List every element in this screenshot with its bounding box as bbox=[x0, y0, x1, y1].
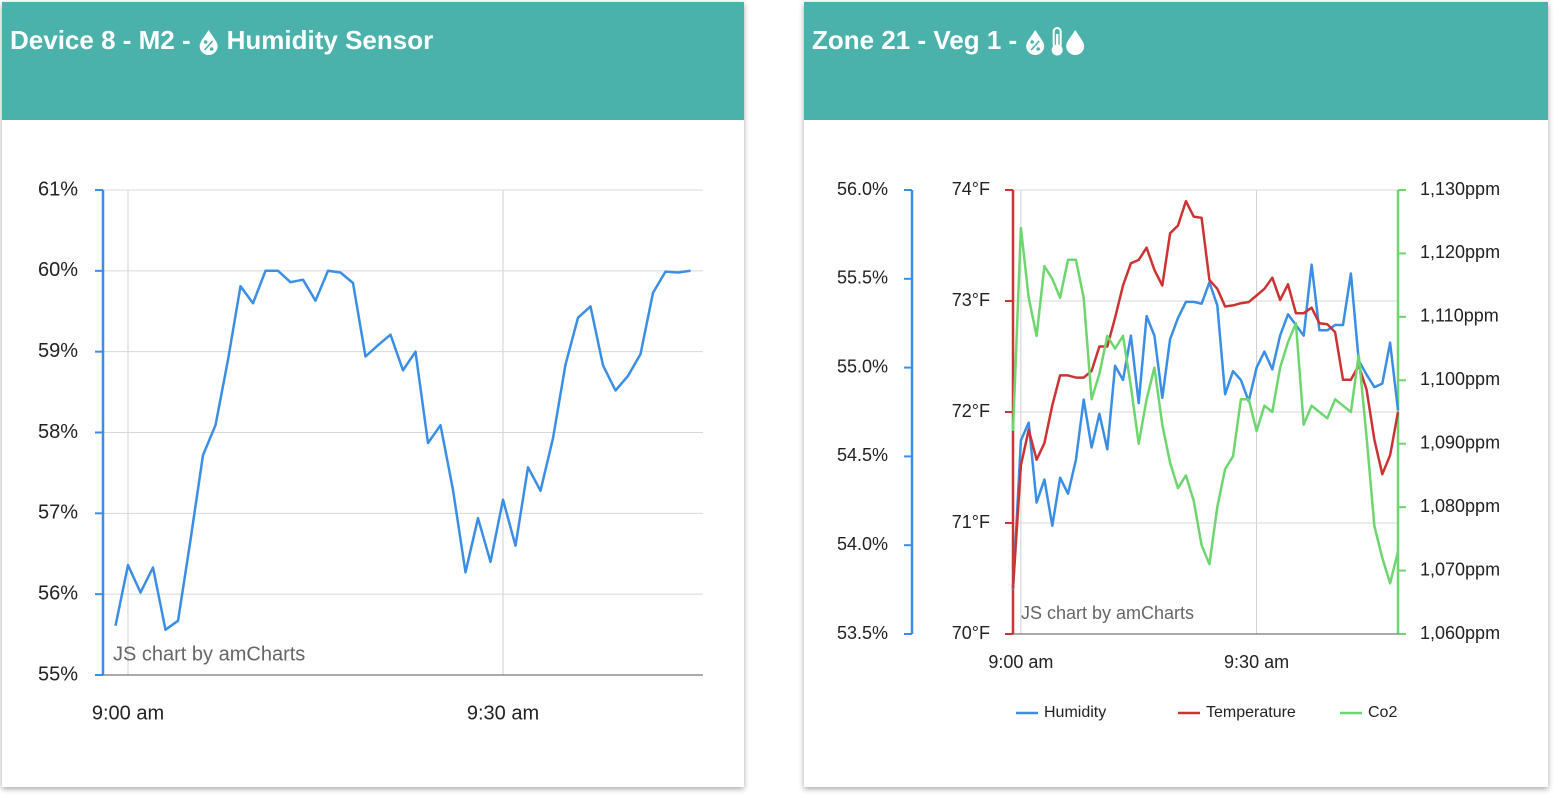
y-tick-label: 73°F bbox=[952, 290, 990, 310]
y-tick-label: 55.5% bbox=[837, 268, 888, 288]
y-tick-label: 53.5% bbox=[837, 623, 888, 643]
card-title: Zone 21 - Veg 1 - bbox=[812, 25, 1017, 55]
card-title: Humidity Sensor bbox=[227, 25, 434, 55]
icon-part bbox=[203, 40, 208, 44]
y-tick-label: 58% bbox=[38, 421, 78, 443]
y-tick-label: 1,080ppm bbox=[1420, 496, 1500, 516]
card bbox=[2, 2, 744, 787]
card bbox=[804, 2, 1548, 787]
legend-label: Temperature bbox=[1206, 704, 1296, 721]
series-line bbox=[114, 269, 691, 631]
series-line bbox=[1011, 263, 1400, 590]
icon-part bbox=[204, 40, 214, 51]
card-header bbox=[804, 2, 1548, 120]
y-tick-label: 74°F bbox=[952, 179, 990, 199]
card-title: Device 8 - M2 - bbox=[10, 25, 191, 55]
y-tick-label: 1,060ppm bbox=[1420, 623, 1500, 643]
icon-drop bbox=[1066, 30, 1085, 55]
y-tick-label: 55% bbox=[38, 663, 78, 685]
legend-label: Co2 bbox=[1368, 704, 1397, 721]
icon-part bbox=[1030, 40, 1034, 44]
y-tick-label: 1,100ppm bbox=[1420, 369, 1500, 389]
icon bbox=[1026, 30, 1045, 55]
card-header bbox=[2, 2, 744, 120]
y-tick-label: 1,130ppm bbox=[1420, 179, 1500, 199]
y-tick-label: 56% bbox=[38, 582, 78, 604]
y-tick-label: 54.0% bbox=[837, 534, 888, 554]
x-tick-label: 9:30 am bbox=[1224, 652, 1289, 672]
icon-part bbox=[1030, 40, 1040, 51]
icon bbox=[1066, 30, 1085, 55]
y-tick-label: 54.5% bbox=[837, 445, 888, 465]
series-line bbox=[1011, 226, 1400, 585]
y-tick-label: 60% bbox=[38, 259, 78, 281]
icon-part bbox=[1036, 47, 1040, 51]
legend-label: Humidity bbox=[1044, 704, 1106, 721]
x-tick-label: 9:00 am bbox=[92, 702, 164, 724]
y-tick-label: 57% bbox=[38, 502, 78, 524]
y-tick-label: 59% bbox=[38, 340, 78, 362]
y-tick-label: 61% bbox=[38, 178, 78, 200]
credit: JS chart by amCharts bbox=[113, 643, 305, 665]
x-tick-label: 9:00 am bbox=[988, 652, 1053, 672]
y-tick-label: 71°F bbox=[952, 512, 990, 532]
icon-part bbox=[209, 47, 214, 51]
y-tick-label: 1,070ppm bbox=[1420, 559, 1500, 579]
series-line bbox=[1011, 199, 1400, 589]
y-tick-label: 1,120ppm bbox=[1420, 242, 1500, 262]
y-tick-label: 1,090ppm bbox=[1420, 432, 1500, 452]
y-tick-label: 1,110ppm bbox=[1420, 306, 1499, 326]
y-tick-label: 72°F bbox=[952, 401, 990, 421]
y-tick-label: 70°F bbox=[952, 623, 990, 643]
icon-part bbox=[1051, 44, 1063, 56]
icon bbox=[199, 30, 218, 55]
x-tick-label: 9:30 am bbox=[467, 702, 539, 724]
y-tick-label: 56.0% bbox=[837, 179, 888, 199]
y-tick-label: 55.0% bbox=[837, 356, 888, 376]
credit: JS chart by amCharts bbox=[1021, 603, 1194, 623]
icon bbox=[1051, 27, 1063, 56]
